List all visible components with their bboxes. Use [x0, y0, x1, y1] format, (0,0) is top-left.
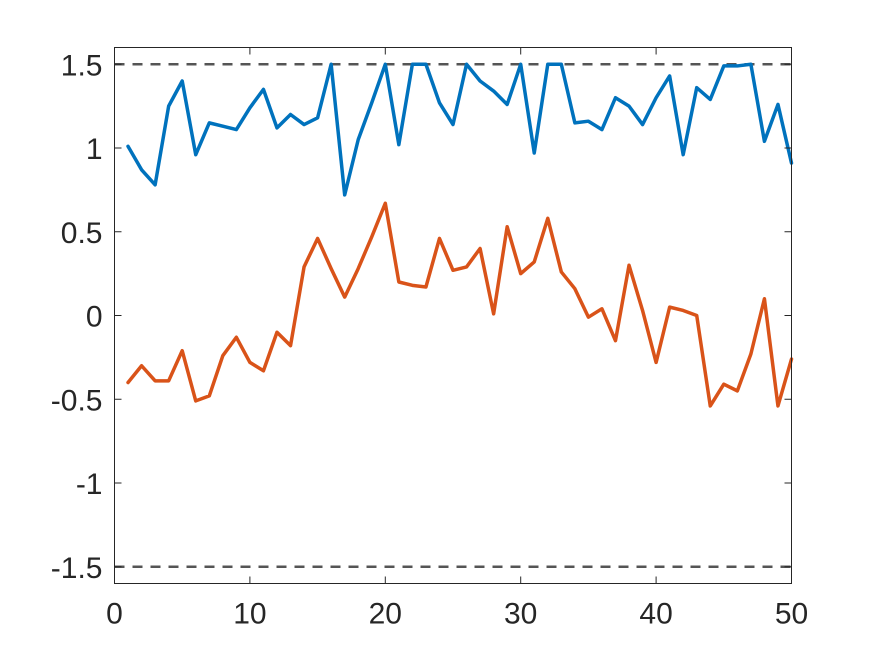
y-tick-label: 0.5	[61, 217, 103, 250]
y-tick-label: -1.5	[51, 552, 103, 585]
x-tick-label: 40	[639, 598, 672, 631]
series-lines	[126, 62, 794, 408]
reference-lines	[114, 63, 792, 568]
x-tick-label: 30	[504, 598, 537, 631]
y-tick-label: 1.5	[61, 49, 103, 82]
axis-ticks	[114, 47, 792, 584]
x-tick-label: 50	[775, 598, 808, 631]
tick-labels: 0 10 20 30 40 50 1.5 1 0.5 0 -0.5 -1 -1.5	[51, 49, 808, 630]
y-tick-label: 1	[86, 133, 103, 166]
y-tick-label: 0	[86, 301, 103, 334]
x-tick-label: 10	[233, 598, 266, 631]
x-tick-label: 0	[106, 598, 123, 631]
y-tick-label: -1	[76, 468, 103, 501]
y-tick-label: -0.5	[51, 384, 103, 417]
x-tick-label: 20	[369, 598, 402, 631]
series-line-1	[126, 62, 794, 197]
series-line-2	[126, 201, 794, 408]
